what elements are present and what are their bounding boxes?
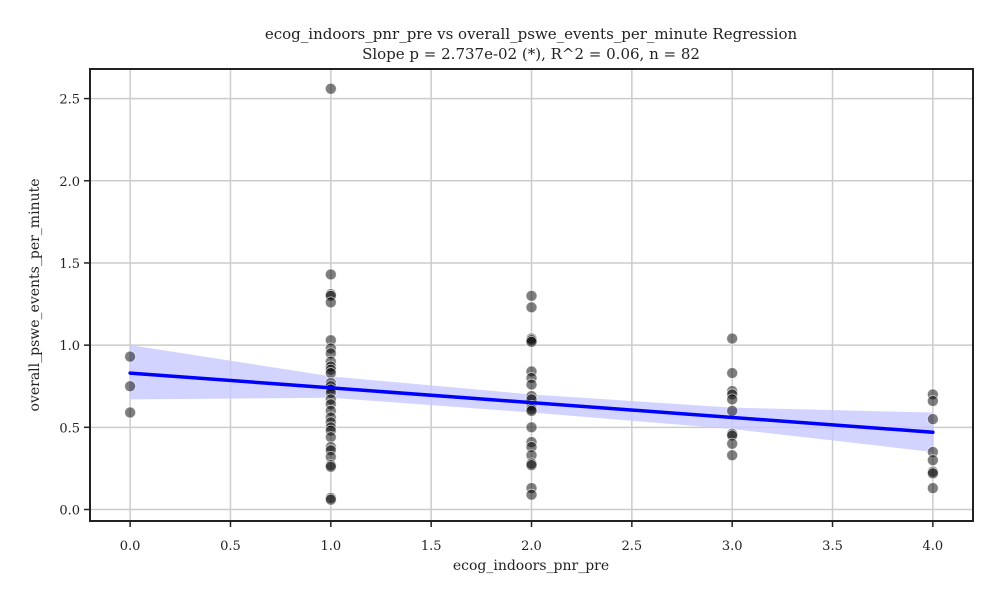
- scatter-point: [324, 367, 337, 379]
- scatter-point: [525, 488, 538, 501]
- scatter-point: [726, 393, 739, 406]
- scatter-point: [926, 413, 939, 425]
- x-axis-ticks: 0.0 0.5 1.0 1.5 2.0 2.5 3.0 3.5 4.0: [120, 521, 943, 554]
- x-tick-label: 1.5: [421, 539, 442, 554]
- scatter-point: [726, 404, 739, 417]
- y-tick-label: 2.5: [59, 93, 80, 108]
- y-tick-label: 0.0: [59, 503, 80, 518]
- scatter-point: [726, 449, 739, 462]
- scatter-point: [525, 421, 538, 434]
- scatter-point: [525, 335, 538, 348]
- y-axis-label: overall_pswe_events_per_minute: [27, 179, 43, 412]
- chart-subtitle: Slope p = 2.737e-02 (*), R^2 = 0.06, n =…: [362, 45, 700, 63]
- scatter-point: [726, 437, 739, 450]
- regression-line-group: [128, 371, 935, 434]
- x-tick-label: 0.0: [120, 539, 141, 554]
- scatter-point: [324, 268, 337, 281]
- scatter-point: [726, 367, 739, 379]
- x-tick-label: 2.5: [621, 539, 642, 554]
- grid-lines: [90, 69, 973, 521]
- chart-title: ecog_indoors_pnr_pre vs overall_pswe_eve…: [265, 25, 798, 43]
- x-tick-label: 0.5: [220, 539, 241, 554]
- scatter-point: [926, 395, 939, 407]
- scatter-point: [324, 460, 337, 473]
- x-tick-label: 1.0: [320, 539, 341, 554]
- y-tick-label: 2.0: [59, 175, 80, 190]
- x-axis-label: ecog_indoors_pnr_pre: [453, 558, 609, 574]
- scatter-point: [525, 301, 538, 314]
- y-tick-label: 1.0: [59, 339, 80, 354]
- x-tick-label: 3.0: [722, 539, 743, 554]
- scatter-point: [525, 404, 538, 417]
- x-tick-label: 2.0: [521, 539, 542, 554]
- scatter-point: [926, 454, 939, 467]
- scatter-point: [324, 493, 337, 506]
- scatter-point: [124, 380, 137, 393]
- scatter-point: [324, 296, 337, 309]
- y-axis-ticks: 0.0 0.5 1.0 1.5 2.0 2.5: [59, 93, 90, 518]
- scatter-point: [525, 289, 538, 302]
- x-tick-label: 4.0: [923, 539, 944, 554]
- scatter-point: [926, 467, 939, 480]
- scatter-point: [124, 350, 137, 363]
- scatter-point: [525, 378, 538, 391]
- regression-line: [128, 371, 935, 434]
- scatter-point: [124, 406, 137, 419]
- scatter-point: [926, 482, 939, 495]
- scatter-point: [726, 332, 739, 345]
- x-tick-label: 3.5: [822, 539, 843, 554]
- y-tick-label: 0.5: [59, 421, 80, 436]
- scatter-point: [324, 431, 337, 444]
- y-tick-label: 1.5: [59, 257, 80, 272]
- scatter-point: [324, 82, 337, 95]
- scatter-point: [525, 459, 538, 472]
